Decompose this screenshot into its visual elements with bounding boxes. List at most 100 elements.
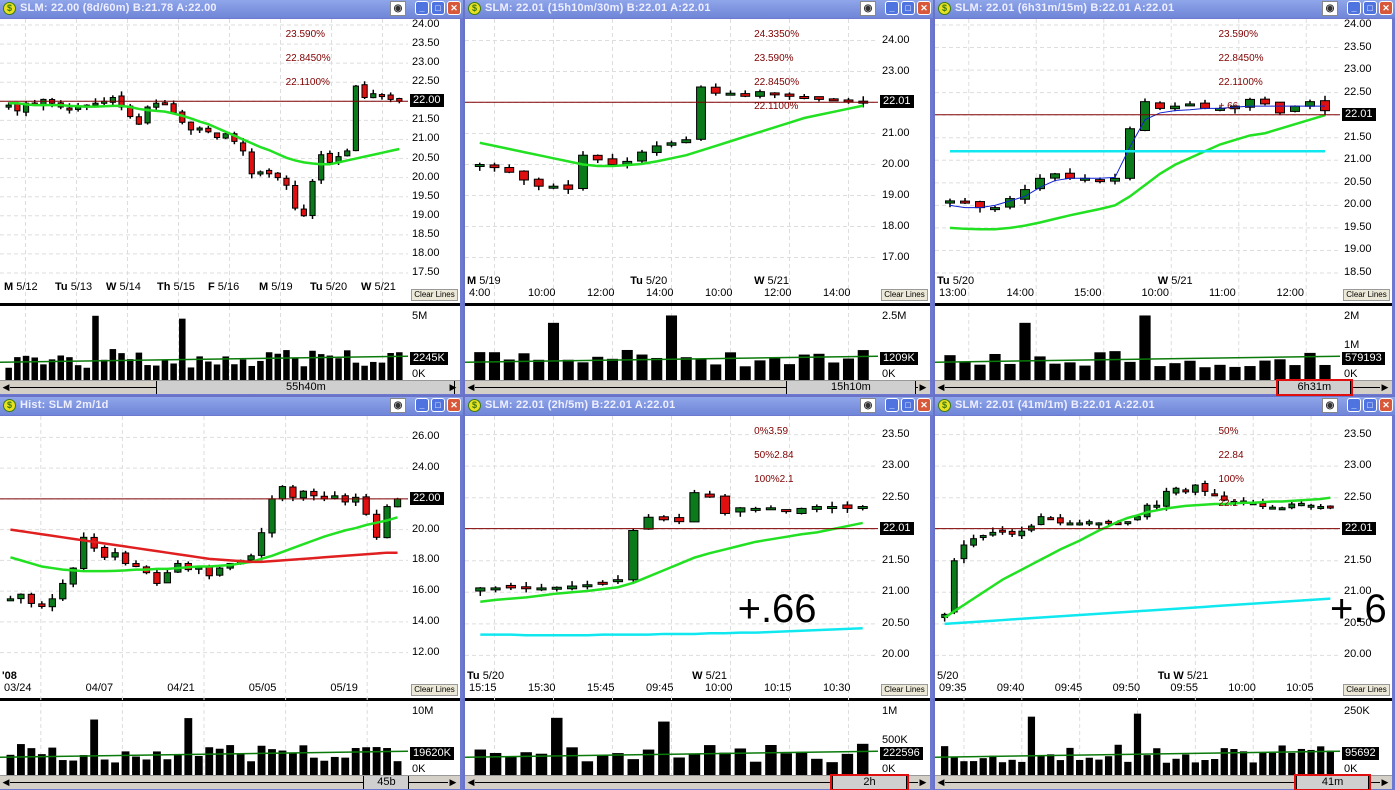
y-axis-tick: 20.50	[1344, 175, 1372, 188]
x-axis-day: W 5/21	[1157, 275, 1193, 287]
clear-lines-button[interactable]: Clear Lines	[881, 684, 928, 696]
title-bar[interactable]: $ SLM: 22.00 (8d/60m) B:21.78 A:22.00 ◉ _ □ ✕	[0, 0, 463, 18]
y-axis-tick: 19.00	[1344, 243, 1372, 256]
close-button[interactable]: ✕	[917, 398, 931, 412]
clear-lines-button[interactable]: Clear Lines	[1343, 289, 1390, 301]
last-price-badge: 22.00	[410, 491, 444, 505]
x-axis-tick: 03/24	[4, 682, 32, 694]
y-axis-tick: 18.50	[1344, 266, 1372, 278]
time-scrollbar[interactable]: ◀ 41m ▶	[935, 774, 1392, 790]
time-scrollbar[interactable]: ◀ 6h31m ▶	[935, 379, 1392, 396]
fib-annotation: 22.1100%	[1219, 77, 1263, 88]
x-axis-tick: 14:00	[1006, 287, 1035, 299]
last-volume-badge: 222596	[880, 747, 923, 761]
panel-divider	[0, 303, 460, 306]
pushpin-icon[interactable]: ◉	[390, 398, 406, 413]
panel-divider	[465, 303, 930, 306]
volume-axis-tick: 0K	[1344, 763, 1358, 775]
maximize-button[interactable]: □	[1363, 398, 1377, 412]
minimize-button[interactable]: _	[415, 398, 429, 412]
scroll-left-arrow-icon[interactable]: ◀	[2, 777, 10, 787]
x-axis-tick: 09:45	[1054, 682, 1083, 694]
minimize-button[interactable]: _	[885, 398, 899, 412]
scroll-right-arrow-icon[interactable]: ▶	[919, 382, 927, 392]
window-title: SLM: 22.01 (6h31m/15m) B:22.01 A:22.01	[955, 2, 1175, 14]
time-scrollbar[interactable]: ◀ 15h10m ▶	[465, 380, 930, 394]
pushpin-icon[interactable]: ◉	[1322, 1, 1338, 16]
minimize-button[interactable]: _	[885, 1, 899, 15]
clear-lines-button[interactable]: Clear Lines	[1343, 684, 1390, 696]
clear-lines-button[interactable]: Clear Lines	[881, 289, 928, 301]
pushpin-icon[interactable]: ◉	[1322, 398, 1338, 413]
close-button[interactable]: ✕	[447, 398, 461, 412]
fib-annotation: 0%3.59	[754, 426, 788, 437]
title-bar[interactable]: $ SLM: 22.01 (6h31m/15m) B:22.01 A:22.01 ◉…	[935, 0, 1395, 18]
chart-window-w2: $ SLM: 22.01 (15h10m/30m) B:22.01 A:22.01…	[465, 0, 933, 395]
x-axis-tick: 13:00	[939, 287, 967, 299]
close-button[interactable]: ✕	[917, 1, 931, 15]
scroll-thumb[interactable]: 45b	[363, 776, 410, 789]
price-chart[interactable]: 0%3.59 50%2.84 100%2.1 +.66 23.50 23.00 22.50 2…	[465, 416, 930, 775]
volume-axis-tick: 5M	[412, 310, 428, 322]
x-axis-tick: 11:00	[1209, 287, 1236, 299]
last-price-badge: 22.01	[1342, 107, 1376, 121]
scroll-thumb[interactable]: 15h10m	[785, 381, 917, 394]
maximize-button[interactable]: □	[431, 398, 445, 412]
price-chart[interactable]: 26.00 24.00 22.00 20.00 18.00 16.00 14.00 12.00…	[0, 416, 460, 775]
time-scrollbar[interactable]: ◀ 2h ▶	[465, 774, 930, 790]
minimize-button[interactable]: _	[415, 1, 429, 15]
last-volume-badge: 2245K	[410, 352, 448, 366]
title-bar[interactable]: $ SLM: 22.01 (41m/1m) B:22.01 A:22.01 ◉ _ □ ✕	[935, 397, 1395, 415]
price-chart[interactable]: 24.3350% 23.590% 22.8450% 22.1100% 24.00 23.0…	[465, 19, 930, 380]
scroll-thumb[interactable]: 55h40m	[156, 381, 456, 394]
close-button[interactable]: ✕	[1379, 1, 1393, 15]
pushpin-icon[interactable]: ◉	[860, 398, 876, 413]
x-axis-tick: Tu 5/13	[55, 281, 93, 293]
close-button[interactable]: ✕	[447, 1, 461, 15]
volume-axis-tick: 0K	[412, 763, 426, 775]
scroll-right-arrow-icon[interactable]: ▶	[449, 777, 457, 787]
title-bar[interactable]: $ SLM: 22.01 (2h/5m) B:22.01 A:22.01 ◉ _ □ ✕	[465, 397, 933, 415]
maximize-button[interactable]: □	[901, 1, 915, 15]
scroll-left-arrow-icon[interactable]: ◀	[467, 777, 475, 787]
fib-annotation: 22.1100%	[286, 77, 330, 88]
clear-lines-button[interactable]: Clear Lines	[411, 289, 458, 301]
scroll-track	[10, 782, 448, 783]
fib-annotation: 23.590%	[286, 29, 326, 40]
scroll-right-arrow-icon[interactable]: ▶	[1381, 382, 1389, 392]
close-button[interactable]: ✕	[1379, 398, 1393, 412]
price-chart[interactable]: 23.590% 22.8450% 22.1100% +.66 24.00 23.50 23.…	[935, 19, 1392, 380]
y-axis-tick: 21.50	[412, 113, 440, 126]
pushpin-icon[interactable]: ◉	[390, 1, 406, 16]
scroll-left-arrow-icon[interactable]: ◀	[937, 382, 945, 392]
scroll-thumb[interactable]: 2h	[830, 774, 909, 790]
maximize-button[interactable]: □	[1363, 1, 1377, 15]
x-axis-tick: 14:00	[823, 287, 851, 299]
minimize-button[interactable]: _	[1347, 1, 1361, 15]
scroll-right-arrow-icon[interactable]: ▶	[919, 777, 927, 787]
y-axis-tick: 20.00	[412, 170, 440, 183]
time-scrollbar[interactable]: ◀ 55h40m ▶	[0, 380, 460, 394]
x-axis-tick: 09:35	[939, 682, 967, 694]
minimize-button[interactable]: _	[1347, 398, 1361, 412]
maximize-button[interactable]: □	[901, 398, 915, 412]
title-bar[interactable]: $ SLM: 22.01 (15h10m/30m) B:22.01 A:22.01…	[465, 0, 933, 18]
y-axis-tick: 19.50	[1344, 220, 1372, 233]
scroll-left-arrow-icon[interactable]: ◀	[467, 382, 475, 392]
x-axis-tick: 10:15	[764, 682, 792, 694]
scroll-left-arrow-icon[interactable]: ◀	[937, 777, 945, 787]
scroll-thumb[interactable]: 6h31m	[1275, 379, 1353, 396]
clear-lines-button[interactable]: Clear Lines	[411, 684, 458, 696]
scroll-thumb[interactable]: 41m	[1294, 774, 1372, 790]
pushpin-icon[interactable]: ◉	[860, 1, 876, 16]
title-bar[interactable]: $ Hist: SLM 2m/1d ◉ _ □ ✕	[0, 397, 463, 415]
volume-axis-tick: 250K	[1344, 705, 1370, 717]
time-scrollbar[interactable]: ◀ 45b ▶	[0, 775, 460, 789]
scroll-left-arrow-icon[interactable]: ◀	[2, 382, 10, 392]
price-chart[interactable]: 50%22.84100%22.1+.623.5023.0022.5022.002…	[935, 416, 1392, 775]
price-chart[interactable]: 23.590% 22.8450% 22.1100% 24.00 23.50 23.00 22…	[0, 19, 460, 380]
maximize-button[interactable]: □	[431, 1, 445, 15]
scroll-right-arrow-icon[interactable]: ▶	[1381, 777, 1389, 787]
scroll-right-arrow-icon[interactable]: ▶	[449, 382, 457, 392]
y-axis-tick: 21.00	[882, 585, 910, 598]
